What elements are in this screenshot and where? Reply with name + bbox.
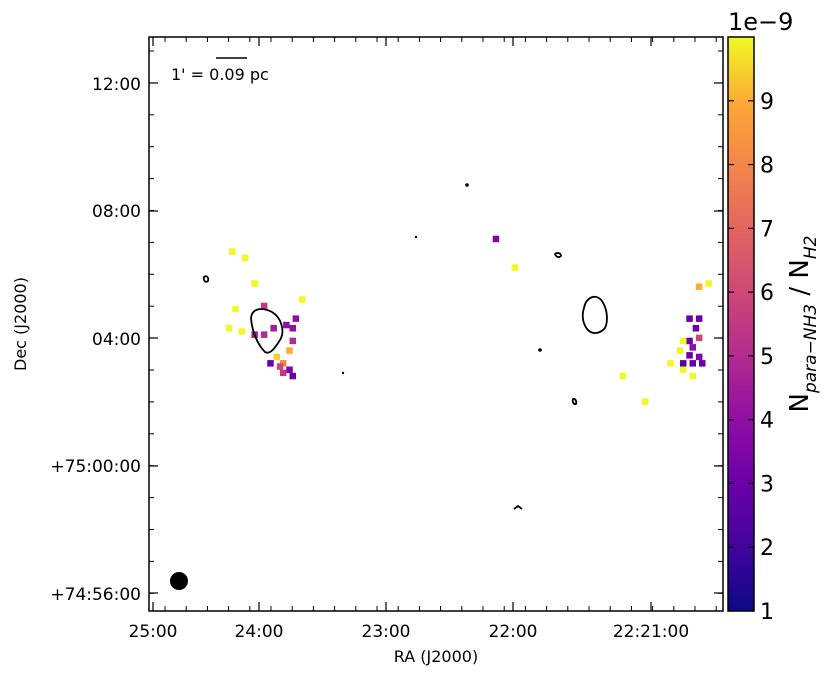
colorbar-tick-label: 3 xyxy=(760,472,774,497)
heatmap-pixel xyxy=(251,280,258,287)
heatmap-pixel xyxy=(232,305,239,313)
heatmap-pixel xyxy=(689,344,696,351)
colorbar-tick-label: 5 xyxy=(760,345,774,370)
colorbar-title: Npara−NH3 / NH2 xyxy=(785,236,821,413)
heatmap-pixel xyxy=(705,280,712,287)
plot-frame xyxy=(148,36,724,612)
colorbar-tick-label: 9 xyxy=(760,90,774,115)
contour-small-4 xyxy=(513,504,523,510)
heatmap-pixel xyxy=(260,331,268,338)
heatmap-pixel xyxy=(279,369,287,377)
x-tick-label: 23:00 xyxy=(362,622,411,642)
y-axis-title: Dec (J2000) xyxy=(11,277,30,371)
heatmap-pixel xyxy=(492,235,500,243)
colorbar-tick-label: 2 xyxy=(760,536,774,561)
heatmap-pixel xyxy=(686,315,693,322)
contour-small-1 xyxy=(202,275,210,283)
heatmap-pixel xyxy=(299,296,306,303)
heatmap-pixel xyxy=(289,337,296,345)
y-tick-label: +74:56:00 xyxy=(50,585,141,605)
heatmap-pixel xyxy=(270,325,277,332)
plot-area xyxy=(149,37,723,611)
heatmap-pixel xyxy=(273,353,281,361)
heatmap-pixel xyxy=(676,347,684,354)
x-tick-label: 24:00 xyxy=(235,622,284,642)
colorbar-tick-label: 1 xyxy=(760,600,774,625)
heatmap-pixel xyxy=(667,360,674,367)
x-tick-labels: 25:00 24:00 23:00 22:00 22:21:00 xyxy=(129,622,690,642)
colorbar-exponent: 1e−9 xyxy=(728,8,793,36)
heatmap-pixel xyxy=(695,315,703,322)
heatmap-pixel xyxy=(695,353,703,361)
heatmap-pixel xyxy=(695,334,703,342)
colorbar-tick-label: 6 xyxy=(760,281,774,306)
y-tick-label: 08:00 xyxy=(92,202,141,222)
heatmap-pixel xyxy=(225,325,233,332)
heatmap-pixel xyxy=(286,347,293,354)
heatmap-pixel xyxy=(686,337,693,345)
scale-bar-label: 1' = 0.09 pc xyxy=(171,65,269,84)
heatmap-pixel xyxy=(641,398,649,405)
heatmap-pixel xyxy=(689,360,696,367)
major-ticks xyxy=(149,37,723,611)
heatmap-pixel xyxy=(283,321,290,329)
heatmap-pixel xyxy=(680,360,687,367)
y-tick-label: 12:00 xyxy=(92,75,141,95)
colorbar-tick-label: 4 xyxy=(760,409,774,434)
colorbar xyxy=(727,36,755,612)
x-tick-label: 25:00 xyxy=(129,622,178,642)
heatmap-pixel xyxy=(680,337,687,345)
contour-small-3 xyxy=(571,397,578,406)
heatmap-pixel xyxy=(680,366,687,373)
contour-right-core xyxy=(581,295,608,334)
heatmap-pixel xyxy=(686,352,693,359)
heatmap-pixel xyxy=(511,264,519,271)
x-tick-label: 22:00 xyxy=(489,622,538,642)
beam-marker xyxy=(170,572,188,590)
colorbar-tick-label: 7 xyxy=(760,217,774,242)
contour-dots xyxy=(341,183,542,375)
heatmap-pixel xyxy=(619,372,627,380)
colorbar-tick-label: 8 xyxy=(760,154,774,179)
contours xyxy=(202,252,608,510)
heatmap-pixels xyxy=(225,235,712,405)
colorbar-ticks xyxy=(728,100,754,612)
y-tick-label: +75:00:00 xyxy=(50,457,141,477)
colorbar-title-mid: / N xyxy=(785,259,815,304)
heatmap-pixel xyxy=(289,372,296,380)
x-tick-label: 22:21:00 xyxy=(613,622,689,642)
contour-left-core xyxy=(250,308,284,354)
x-axis-title: RA (J2000) xyxy=(394,647,478,666)
colorbar-title-sub1: para−NH3 xyxy=(801,304,821,394)
colorbar-tick-labels: 1 2 3 4 5 6 7 8 9 xyxy=(760,90,774,625)
heatmap-pixel xyxy=(260,302,268,310)
heatmap-pixel xyxy=(692,325,700,332)
heatmap-pixel xyxy=(286,366,293,373)
heatmap-pixel xyxy=(238,328,246,335)
contour-dot-4 xyxy=(538,348,542,352)
y-tick-labels: 12:00 08:00 04:00 +75:00:00 +74:56:00 xyxy=(50,75,141,605)
contour-dot-2 xyxy=(414,235,418,239)
heatmap-pixel xyxy=(229,248,236,255)
colorbar-title-main: N xyxy=(785,393,815,412)
contour-small-2 xyxy=(553,252,562,258)
heatmap-pixel xyxy=(289,325,296,332)
heatmap-pixel xyxy=(292,315,300,322)
colorbar-title-sub2: H2 xyxy=(801,236,821,260)
heatmap-pixel xyxy=(267,360,274,367)
y-tick-label: 04:00 xyxy=(92,330,141,350)
heatmap-pixel xyxy=(241,254,249,262)
heatmap-pixel xyxy=(695,283,703,290)
heatmap-pixel xyxy=(699,360,706,367)
heatmap-pixel xyxy=(276,363,284,370)
heatmap-pixel xyxy=(689,372,696,380)
contour-dot-3 xyxy=(341,371,345,375)
contour-dot-1 xyxy=(465,183,469,187)
